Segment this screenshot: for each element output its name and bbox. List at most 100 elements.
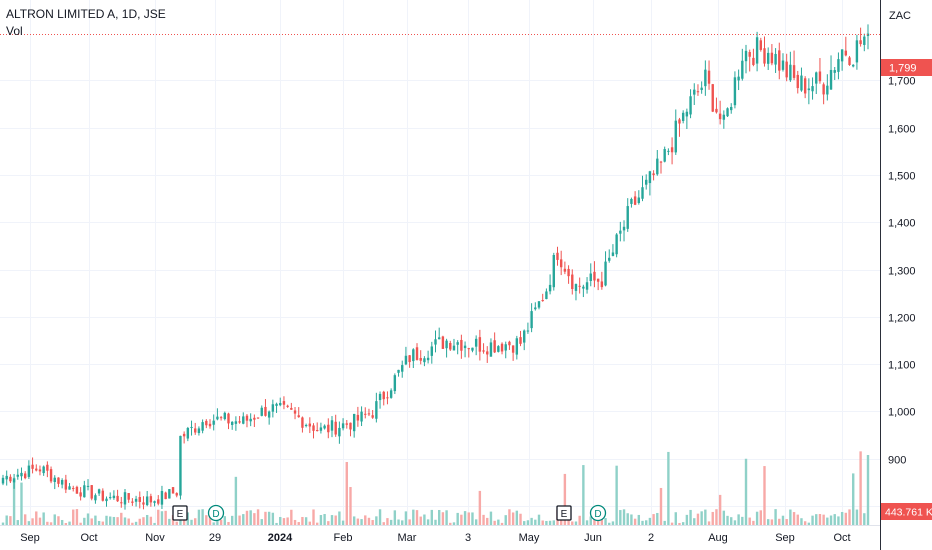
candle-body: [230, 421, 234, 425]
volume-bar: [293, 519, 297, 525]
volume-bar: [245, 510, 249, 525]
candle-body: [201, 422, 204, 431]
candle-body: [53, 477, 56, 482]
candle-body: [105, 498, 108, 502]
candle-body: [689, 96, 692, 115]
volume-bar: [79, 522, 82, 525]
candle-body: [404, 355, 408, 365]
volume-bar: [667, 451, 670, 525]
volume-bar: [275, 522, 278, 525]
volume-bar: [234, 476, 238, 525]
volume-bar: [844, 512, 848, 525]
candle-body: [578, 285, 581, 287]
candle-body: [234, 421, 238, 424]
candle-body: [341, 423, 345, 429]
candle-body: [393, 375, 397, 392]
volume-bar: [449, 522, 452, 525]
candle-body: [301, 417, 304, 428]
candle-body: [238, 421, 241, 423]
volume-bar: [519, 513, 522, 525]
candle-body: [726, 108, 729, 117]
volume-bar: [530, 517, 533, 525]
volume-bar: [364, 515, 367, 525]
earnings-marker[interactable]: E: [172, 505, 188, 521]
candle-body: [582, 286, 585, 289]
volume-bar: [796, 514, 799, 525]
candle-body: [763, 48, 766, 64]
candle-body: [83, 485, 86, 498]
candle-body: [401, 365, 404, 372]
volume-bar: [308, 521, 312, 525]
dividend-marker[interactable]: D: [589, 504, 607, 522]
volume-bar: [153, 522, 156, 525]
candle-body: [345, 423, 348, 425]
volume-bar: [511, 512, 515, 525]
candle-body: [596, 278, 600, 282]
candle-body: [64, 479, 68, 490]
candle-body: [97, 489, 101, 494]
volume-bar: [23, 514, 27, 525]
volume-bar: [145, 514, 149, 525]
y-tick-label: 1,000: [888, 407, 916, 419]
earnings-marker[interactable]: E: [556, 505, 572, 521]
candle-body: [674, 120, 677, 153]
volume-bar: [60, 519, 64, 525]
candle-body: [696, 91, 700, 93]
candle-body: [829, 69, 833, 90]
volume-bar: [312, 509, 315, 525]
candle-body: [486, 351, 489, 355]
x-tick-label: Oct: [833, 532, 850, 544]
volume-bar: [726, 515, 729, 525]
volume-bar: [504, 515, 507, 525]
volume-bar: [785, 519, 788, 525]
volume-bar: [778, 518, 781, 525]
candle-body: [678, 119, 681, 124]
candle-body: [323, 425, 326, 429]
candle-body: [515, 338, 519, 355]
x-tick-label: May: [519, 532, 540, 544]
x-tick-label: 2024: [268, 532, 293, 544]
volume-bar: [474, 519, 478, 525]
candle-body: [412, 349, 415, 362]
volume-bar: [68, 521, 71, 525]
candle-body: [367, 413, 371, 415]
volume-bar: [227, 522, 230, 525]
candle-body: [559, 259, 563, 268]
symbol-title[interactable]: ALTRON LIMITED A, 1D, JSE: [6, 7, 166, 21]
candle-body: [260, 407, 263, 416]
volume-bar: [12, 477, 16, 525]
candle-body: [730, 106, 733, 111]
dividend-marker[interactable]: D: [207, 504, 225, 522]
candle-body: [123, 492, 127, 505]
volume-indicator-label[interactable]: Vol: [6, 24, 23, 38]
volume-bar: [611, 521, 615, 525]
volume-bar: [815, 514, 818, 525]
candle-body: [223, 412, 226, 420]
volume-bar: [748, 517, 751, 525]
candle-body: [593, 271, 596, 281]
volume-bar: [582, 465, 585, 525]
candle-body: [1, 477, 5, 484]
candle-body: [378, 393, 382, 401]
candle-body: [626, 206, 629, 229]
candle-body: [382, 391, 385, 400]
candle-body: [766, 52, 770, 64]
volume-bar: [175, 521, 178, 525]
candle-body: [364, 413, 367, 415]
volume-bar: [493, 520, 496, 525]
x-tick-label: Sep: [775, 532, 795, 544]
event-label: D: [594, 509, 601, 520]
candle-body: [31, 464, 34, 469]
volume-bar: [548, 520, 552, 525]
volume-bar: [752, 520, 755, 525]
volume-bar: [149, 516, 153, 525]
volume-bar: [38, 517, 42, 525]
candle-body: [589, 273, 592, 282]
volume-bar: [386, 518, 389, 525]
candle-body: [160, 490, 164, 505]
candle-body: [700, 87, 703, 91]
volume-bar: [707, 521, 711, 525]
volume-bar: [356, 518, 360, 525]
candle-body: [548, 284, 552, 292]
candle-body: [837, 59, 840, 72]
